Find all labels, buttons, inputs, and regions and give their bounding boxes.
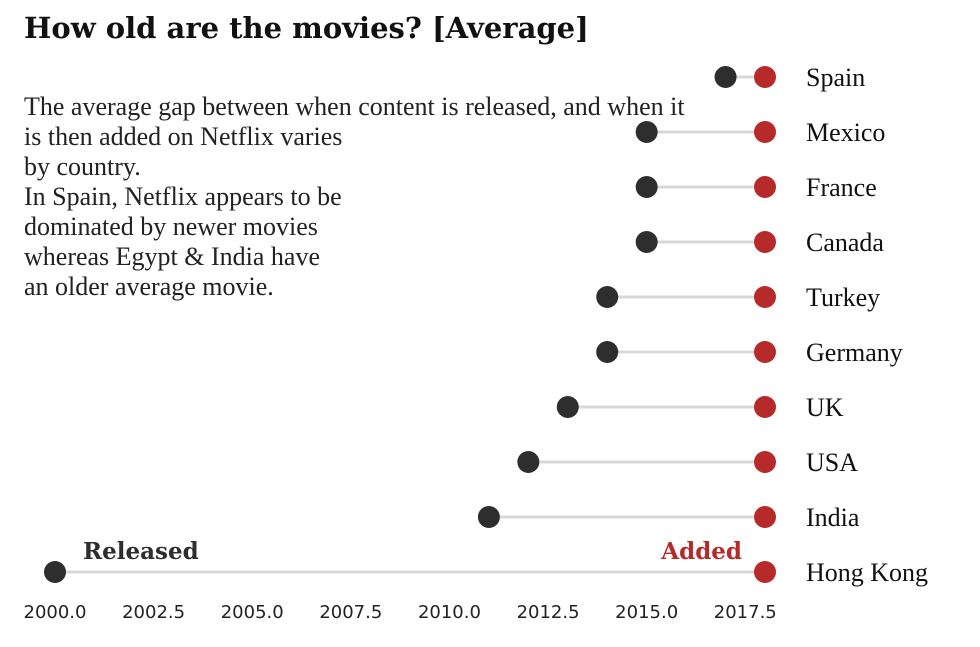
released-point: [556, 396, 579, 418]
added-point: [754, 286, 776, 308]
chart-title: How old are the movies? [Average]: [24, 11, 589, 45]
x-tick-label: 2002.5: [122, 602, 185, 623]
added-point: [754, 506, 776, 528]
x-axis-ticks: 2000.0 2002.5 2005.0 2007.5 2010.0 2012.5 2015…: [24, 602, 777, 623]
country-label: Mexico: [806, 118, 885, 147]
added-point: [754, 121, 776, 143]
added-point: [754, 451, 776, 473]
country-label: Hong Kong: [806, 558, 928, 587]
country-label: Turkey: [806, 283, 880, 312]
country-label: USA: [806, 448, 858, 477]
added-point: [754, 176, 776, 198]
released-point: [635, 176, 658, 198]
added-point: [754, 66, 776, 88]
description-line: an older average movie.: [24, 272, 274, 301]
released-point: [596, 286, 619, 308]
country-label: UK: [806, 393, 844, 422]
chart-description: The average gap between when content is …: [24, 92, 691, 301]
country-label: India: [806, 503, 860, 532]
released-point: [477, 506, 500, 528]
x-tick-label: 2012.5: [517, 602, 580, 623]
description-line: whereas Egypt & India have: [24, 242, 320, 271]
added-point: [754, 396, 776, 418]
released-point: [596, 341, 619, 363]
country-label: France: [806, 173, 877, 202]
legend-released-label: Released: [83, 538, 199, 565]
added-series: [754, 66, 776, 583]
added-point: [754, 341, 776, 363]
description-line: dominated by newer movies: [24, 212, 318, 241]
x-tick-label: 2007.5: [319, 602, 382, 623]
description-line: is then added on Netflix varies: [24, 122, 342, 151]
released-point: [517, 451, 540, 473]
country-label: Canada: [806, 228, 884, 257]
description-line: The average gap between when content is …: [24, 92, 685, 121]
country-label: Spain: [806, 63, 865, 92]
released-series: [44, 66, 737, 583]
released-point: [635, 231, 658, 253]
legend-added-label: Added: [660, 538, 742, 565]
added-point: [754, 231, 776, 253]
country-labels: Spain Mexico France Canada Turkey Germany UK US…: [806, 63, 928, 587]
description-line: by country.: [24, 152, 141, 181]
released-point: [44, 561, 66, 583]
description-line: In Spain, Netflix appears to be: [24, 182, 342, 211]
x-tick-label: 2015.0: [615, 602, 678, 623]
released-point: [714, 66, 737, 88]
x-tick-label: 2005.0: [221, 602, 284, 623]
x-tick-label: 2017.5: [714, 602, 777, 623]
x-tick-label: 2010.0: [418, 602, 481, 623]
added-point: [754, 561, 776, 583]
country-label: Germany: [806, 338, 903, 367]
x-tick-label: 2000.0: [24, 602, 87, 623]
released-point: [635, 121, 658, 143]
connector-lines: [55, 75, 765, 574]
